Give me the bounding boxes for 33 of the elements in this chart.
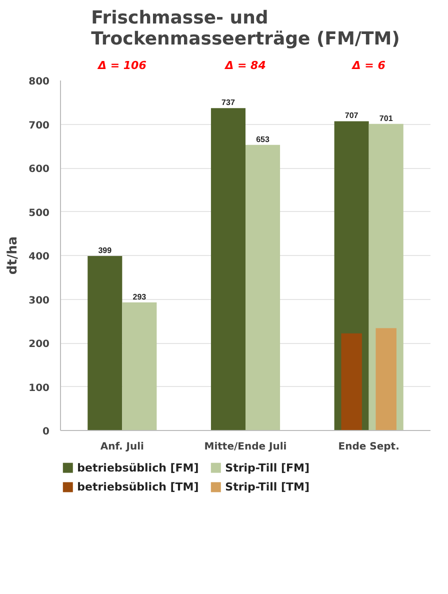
y-tick-label: 0 — [42, 426, 50, 438]
y-tick-label: 700 — [28, 120, 50, 132]
y-tick-label: 300 — [28, 295, 50, 306]
data-label: 707 — [344, 111, 359, 120]
data-label: 293 — [132, 292, 147, 302]
y-tick-label: 400 — [28, 252, 50, 262]
x-tick-label: Ende Sept. — [338, 442, 400, 452]
bar — [341, 333, 362, 430]
text: Δ = 106 — [96, 59, 147, 72]
y-tick-label: 100 — [28, 382, 50, 394]
legend-label: Strip-Till [TM] — [225, 480, 310, 494]
data-label: 701 — [379, 114, 394, 123]
y-tick-label: 600 — [28, 164, 50, 175]
bar — [376, 328, 396, 430]
y-axis-title: dt/ha — [6, 236, 21, 275]
data-label: 653 — [256, 134, 270, 144]
bar — [210, 108, 246, 430]
bar — [88, 256, 122, 430]
bar — [122, 302, 157, 430]
text: Δ = 6 — [351, 59, 386, 72]
legend-label: betriebsüblich [FM] — [77, 461, 199, 474]
y-tick-label: 200 — [28, 339, 50, 350]
data-label: 399 — [98, 246, 112, 255]
bar — [246, 144, 280, 430]
x-tick-label: Mitte/Ende Juli — [204, 442, 287, 452]
text: Δ = 84 — [224, 59, 266, 72]
chart-title: Frischmasse- und Trockenmasseerträge (FM/TM) — [91, 8, 400, 50]
y-tick-label: 500 — [28, 208, 50, 219]
y-tick-label: 800 — [28, 76, 50, 88]
legend-label: Strip-Till [FM] — [225, 461, 310, 474]
data-label: 737 — [222, 98, 236, 108]
x-tick-label: Anf. Juli — [100, 442, 144, 452]
legend-label: betriebsüblich [TM] — [77, 480, 199, 494]
